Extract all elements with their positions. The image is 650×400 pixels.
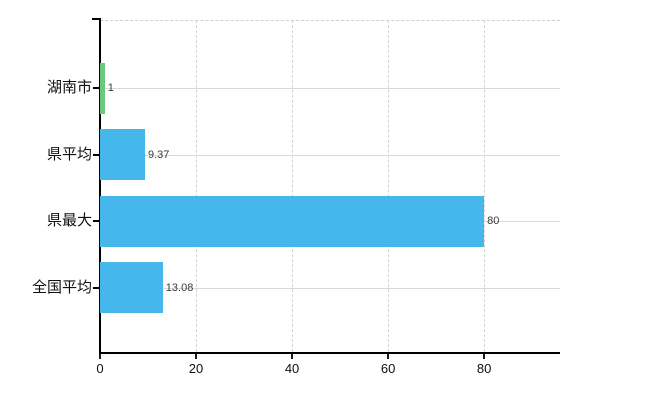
x-axis-tick (483, 354, 486, 359)
y-axis-line (99, 18, 101, 353)
x-tick-label: 40 (284, 361, 300, 376)
bar (100, 62, 105, 114)
category-label: 県最大 (46, 212, 92, 230)
vertical-gridline (196, 20, 198, 352)
x-axis-tick (291, 354, 294, 359)
value-label: 9.37 (147, 148, 170, 161)
x-tick-label: 60 (380, 361, 396, 376)
vertical-gridline (484, 20, 486, 352)
category-label: 湖南市 (46, 79, 92, 96)
value-label: 13.08 (165, 281, 194, 294)
category-label: 県平均 (46, 145, 92, 163)
x-tick-label: 0 (96, 361, 104, 376)
value-label: 80 (487, 215, 500, 228)
vertical-gridline (388, 20, 390, 352)
category-tick (93, 220, 100, 223)
x-tick-label: 80 (476, 361, 492, 376)
bar (100, 129, 145, 181)
y-axis-end-tick (92, 18, 100, 20)
value-label: 1 (107, 82, 114, 94)
vertical-gridline (292, 20, 294, 352)
category-gridline (100, 154, 560, 156)
bar (100, 195, 485, 247)
x-axis-line (99, 352, 560, 354)
category-gridline (100, 287, 560, 289)
x-tick-label: 20 (188, 361, 204, 376)
category-gridline (100, 88, 560, 89)
category-tick (93, 87, 100, 89)
category-tick (93, 286, 100, 289)
category-label: 全国平均 (31, 278, 92, 296)
x-axis-tick (195, 354, 198, 359)
x-axis-tick (99, 354, 101, 359)
x-axis-tick (387, 354, 390, 359)
plot-top-border (100, 20, 560, 21)
category-tick (93, 153, 100, 156)
bar (100, 262, 163, 314)
